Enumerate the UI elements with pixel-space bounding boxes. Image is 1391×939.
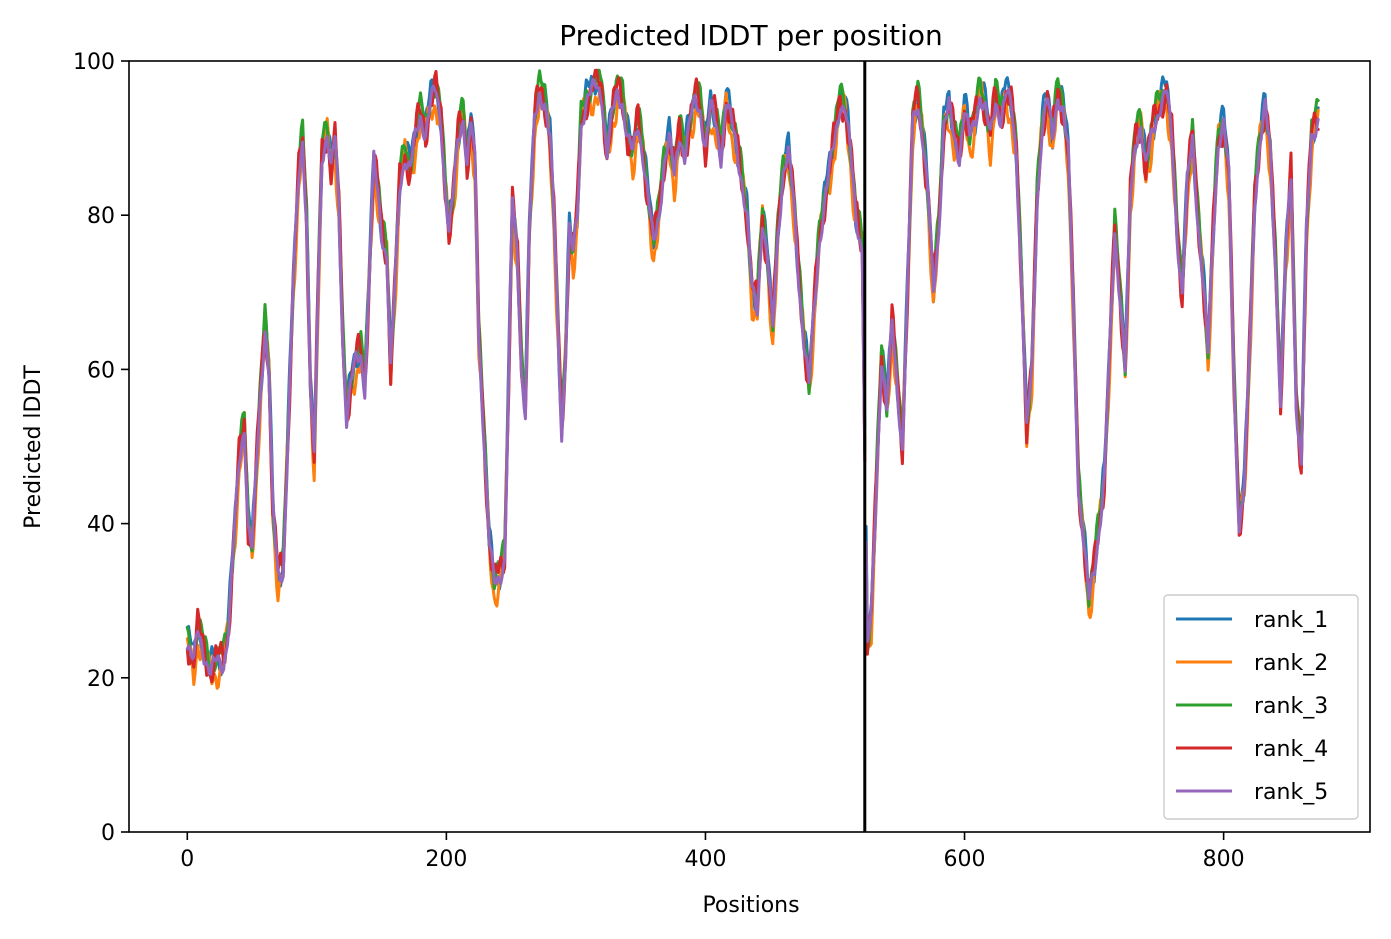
plot-frame bbox=[128, 60, 1371, 833]
y-tick-label: 100 bbox=[73, 50, 115, 75]
x-tick-label: 600 bbox=[944, 847, 986, 872]
legend-label-rank_1: rank_1 bbox=[1254, 608, 1328, 633]
x-tick-label: 800 bbox=[1203, 847, 1245, 872]
x-tick-label: 0 bbox=[180, 847, 194, 872]
x-tick-label: 400 bbox=[684, 847, 726, 872]
y-tick-label: 20 bbox=[87, 667, 115, 692]
plot-area bbox=[185, 61, 1320, 832]
y-tick-label: 60 bbox=[87, 358, 115, 383]
axis-ticks: 0 200 400 600 800 0 20 40 60 80 100 bbox=[73, 50, 1245, 872]
chart-title: Predicted lDDT per position bbox=[559, 19, 943, 52]
x-axis-label: Positions bbox=[702, 893, 799, 918]
legend-label-rank_3: rank_3 bbox=[1254, 694, 1328, 719]
legend-label-rank_5: rank_5 bbox=[1254, 780, 1328, 805]
legend-box bbox=[1163, 594, 1359, 820]
legend-label-rank_2: rank_2 bbox=[1254, 651, 1328, 676]
y-tick-label: 40 bbox=[87, 513, 115, 538]
series-line-rank_5 bbox=[185, 78, 1320, 676]
x-tick-label: 200 bbox=[425, 847, 467, 872]
y-tick-label: 0 bbox=[101, 821, 115, 846]
legend: rank_1 rank_2 rank_3 rank_4 rank_5 bbox=[1163, 594, 1359, 820]
y-tick-label: 80 bbox=[87, 204, 115, 229]
series-line-rank_2 bbox=[185, 80, 1320, 690]
legend-label-rank_4: rank_4 bbox=[1254, 737, 1328, 762]
y-axis-label: Predicted lDDT bbox=[21, 365, 46, 529]
